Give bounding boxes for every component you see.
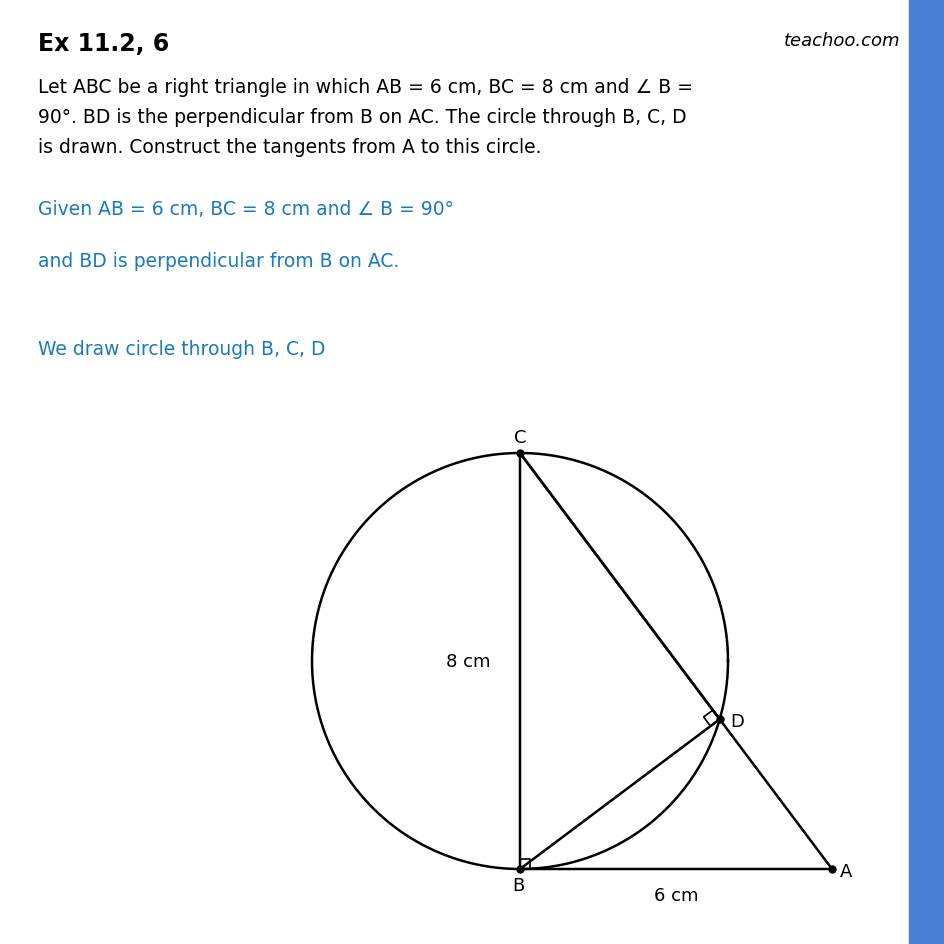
Text: teachoo.com: teachoo.com bbox=[783, 32, 899, 50]
Text: 90°. BD is the perpendicular from B on AC. The circle through B, C, D: 90°. BD is the perpendicular from B on A… bbox=[38, 108, 686, 126]
Text: B: B bbox=[512, 876, 524, 894]
Text: D: D bbox=[730, 713, 744, 731]
Text: A: A bbox=[839, 862, 851, 880]
Text: 8 cm: 8 cm bbox=[446, 652, 490, 670]
Text: Ex 11.2, 6: Ex 11.2, 6 bbox=[38, 32, 169, 56]
Text: We draw circle through B, C, D: We draw circle through B, C, D bbox=[38, 340, 325, 359]
Text: and BD is perpendicular from B on AC.: and BD is perpendicular from B on AC. bbox=[38, 252, 398, 271]
Text: is drawn. Construct the tangents from A to this circle.: is drawn. Construct the tangents from A … bbox=[38, 138, 541, 157]
Text: 6 cm: 6 cm bbox=[653, 886, 698, 904]
Text: Let ABC be a right triangle in which AB = 6 cm, BC = 8 cm and ∠ B =: Let ABC be a right triangle in which AB … bbox=[38, 78, 692, 97]
Text: Given AB = 6 cm, BC = 8 cm and ∠ B = 90°: Given AB = 6 cm, BC = 8 cm and ∠ B = 90° bbox=[38, 200, 453, 219]
Text: C: C bbox=[514, 429, 526, 447]
